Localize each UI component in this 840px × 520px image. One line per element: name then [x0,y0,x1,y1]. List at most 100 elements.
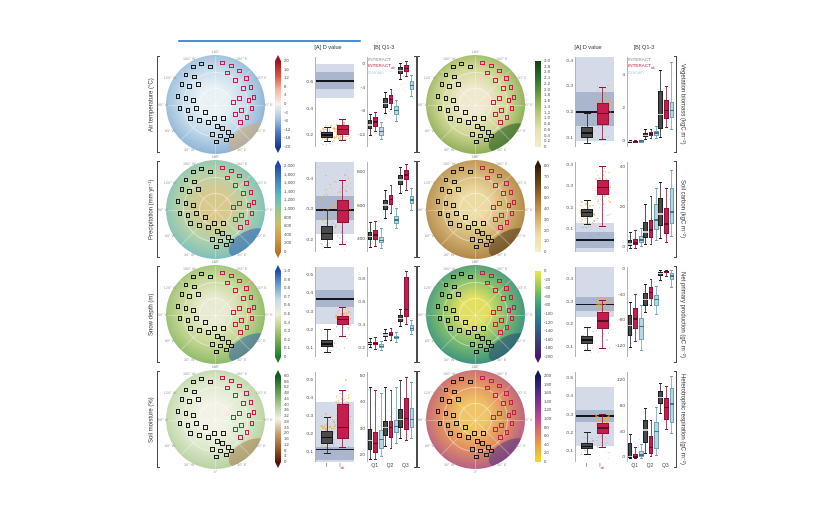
colorbar-arrow-top [275,160,281,166]
station-marker [206,330,211,335]
map-ring-label: 120° W [163,181,177,186]
box-iqr [628,240,633,246]
map-ring-label: 90° W [157,312,169,317]
station-marker [478,343,483,349]
box-whisker-cap [374,220,378,222]
graticule-circle [442,176,509,243]
polar-map: 180° 150° E 120° E 90° E 60° E 30° E 0° 30° W 60… [158,365,273,474]
box-whisker-cap [374,348,378,350]
box-iqr [654,421,659,450]
panel-b-header: [B] Q1-3 [373,45,395,51]
box-whisker-cap [659,382,663,384]
station-marker [191,203,197,208]
colorbar-tick-label: 20 [284,58,289,63]
box-whisker-cap [323,141,331,143]
box-whisker-cap [664,241,668,243]
station-marker [508,190,514,195]
station-marker [435,199,441,204]
colorbar-tick-label: 2.0 [544,86,550,92]
colorbar: 60 56 52 48 44 40 36 32 28 24 20 16 12 8 4 0 [272,367,302,472]
box-median [409,84,414,87]
figure-bracket [157,56,160,153]
map-ring-label: 60° E [516,128,526,133]
station-marker [447,399,453,404]
box-iqr [596,103,609,126]
colorbar-arrow-top [275,265,281,271]
box-median [633,242,639,244]
box-whisker-cap [643,311,647,313]
colorbar-tick-label: 12 [284,441,289,447]
colorbar-tick-label: 60 [544,184,549,190]
box-median [658,397,664,399]
box-whisker-cap [383,92,387,94]
box-median [394,219,399,221]
box-whisker-cap [583,142,591,144]
station-marker [478,133,483,139]
box-whisker-cap [374,245,378,247]
box-median [643,231,648,233]
box-whisker-cap [628,433,632,435]
box-whisker-cap [379,349,383,351]
box-median [596,112,609,115]
x-axis-label: Q3 [661,463,669,469]
colorbar-tick-label: 1,000 [284,206,295,211]
y-axis-tick-label: 0.3 [566,299,573,305]
station-marker [196,82,201,88]
box-whisker-cap [643,283,647,285]
map-ring-label: 30° W [444,252,455,257]
station-marker [474,139,479,145]
colorbar-tick-label: 4 [284,453,287,459]
box-whisker-cap [323,416,331,418]
box-whisker-cap [339,447,347,449]
box-median [373,234,379,236]
map-ring-label: 30° E [497,462,507,467]
x-axis-label: Q2 [386,463,394,469]
station-marker [251,200,257,205]
y-axis-tick-label: 0.2 [358,345,365,351]
box-whisker-cap [583,113,591,115]
box-median [336,129,349,131]
station-marker [187,294,193,299]
colorbar-arrow-bottom [275,252,281,258]
map-ring-label: 150° W [183,162,196,167]
map-ring-label: 150° E [236,267,248,272]
station-marker [489,343,494,349]
box-whisker-cap [395,387,399,389]
graticule-line [166,209,265,211]
box-iqr [388,420,394,439]
station-marker [503,391,509,397]
box-median [581,339,594,341]
colorbar-tick-label: 0 [544,459,547,464]
station-marker [497,330,503,335]
station-marker [445,423,451,428]
station-marker [454,421,459,426]
station-marker [448,221,454,226]
map-ring-label: 30° E [497,147,507,152]
box-whisker-cap [649,455,653,457]
station-marker [196,187,201,193]
station-marker [191,169,197,175]
box-iqr [373,431,379,453]
map-ring-label: 150° W [443,372,456,377]
box-median [383,426,388,429]
box-median [643,429,648,431]
graticule-circle [182,71,249,138]
station-marker [248,400,254,405]
station-marker [220,60,225,66]
box-whisker-cap [368,347,372,349]
graticule-circle [442,281,509,348]
station-marker [238,213,244,218]
panel-q13-plot [367,162,414,252]
colorbar-tick-label: 100 [544,416,552,421]
box-whisker [602,166,604,227]
map-ring-label: 120° E [515,181,527,186]
map-ring-label: 0° [213,155,218,159]
station-marker [506,413,512,418]
station-marker [229,63,234,69]
box-median [581,445,594,448]
box-whisker-cap [339,243,347,245]
station-marker [493,217,498,222]
station-marker [480,375,485,381]
box-whisker-cap [670,270,674,272]
box-whisker-cap [670,128,674,130]
